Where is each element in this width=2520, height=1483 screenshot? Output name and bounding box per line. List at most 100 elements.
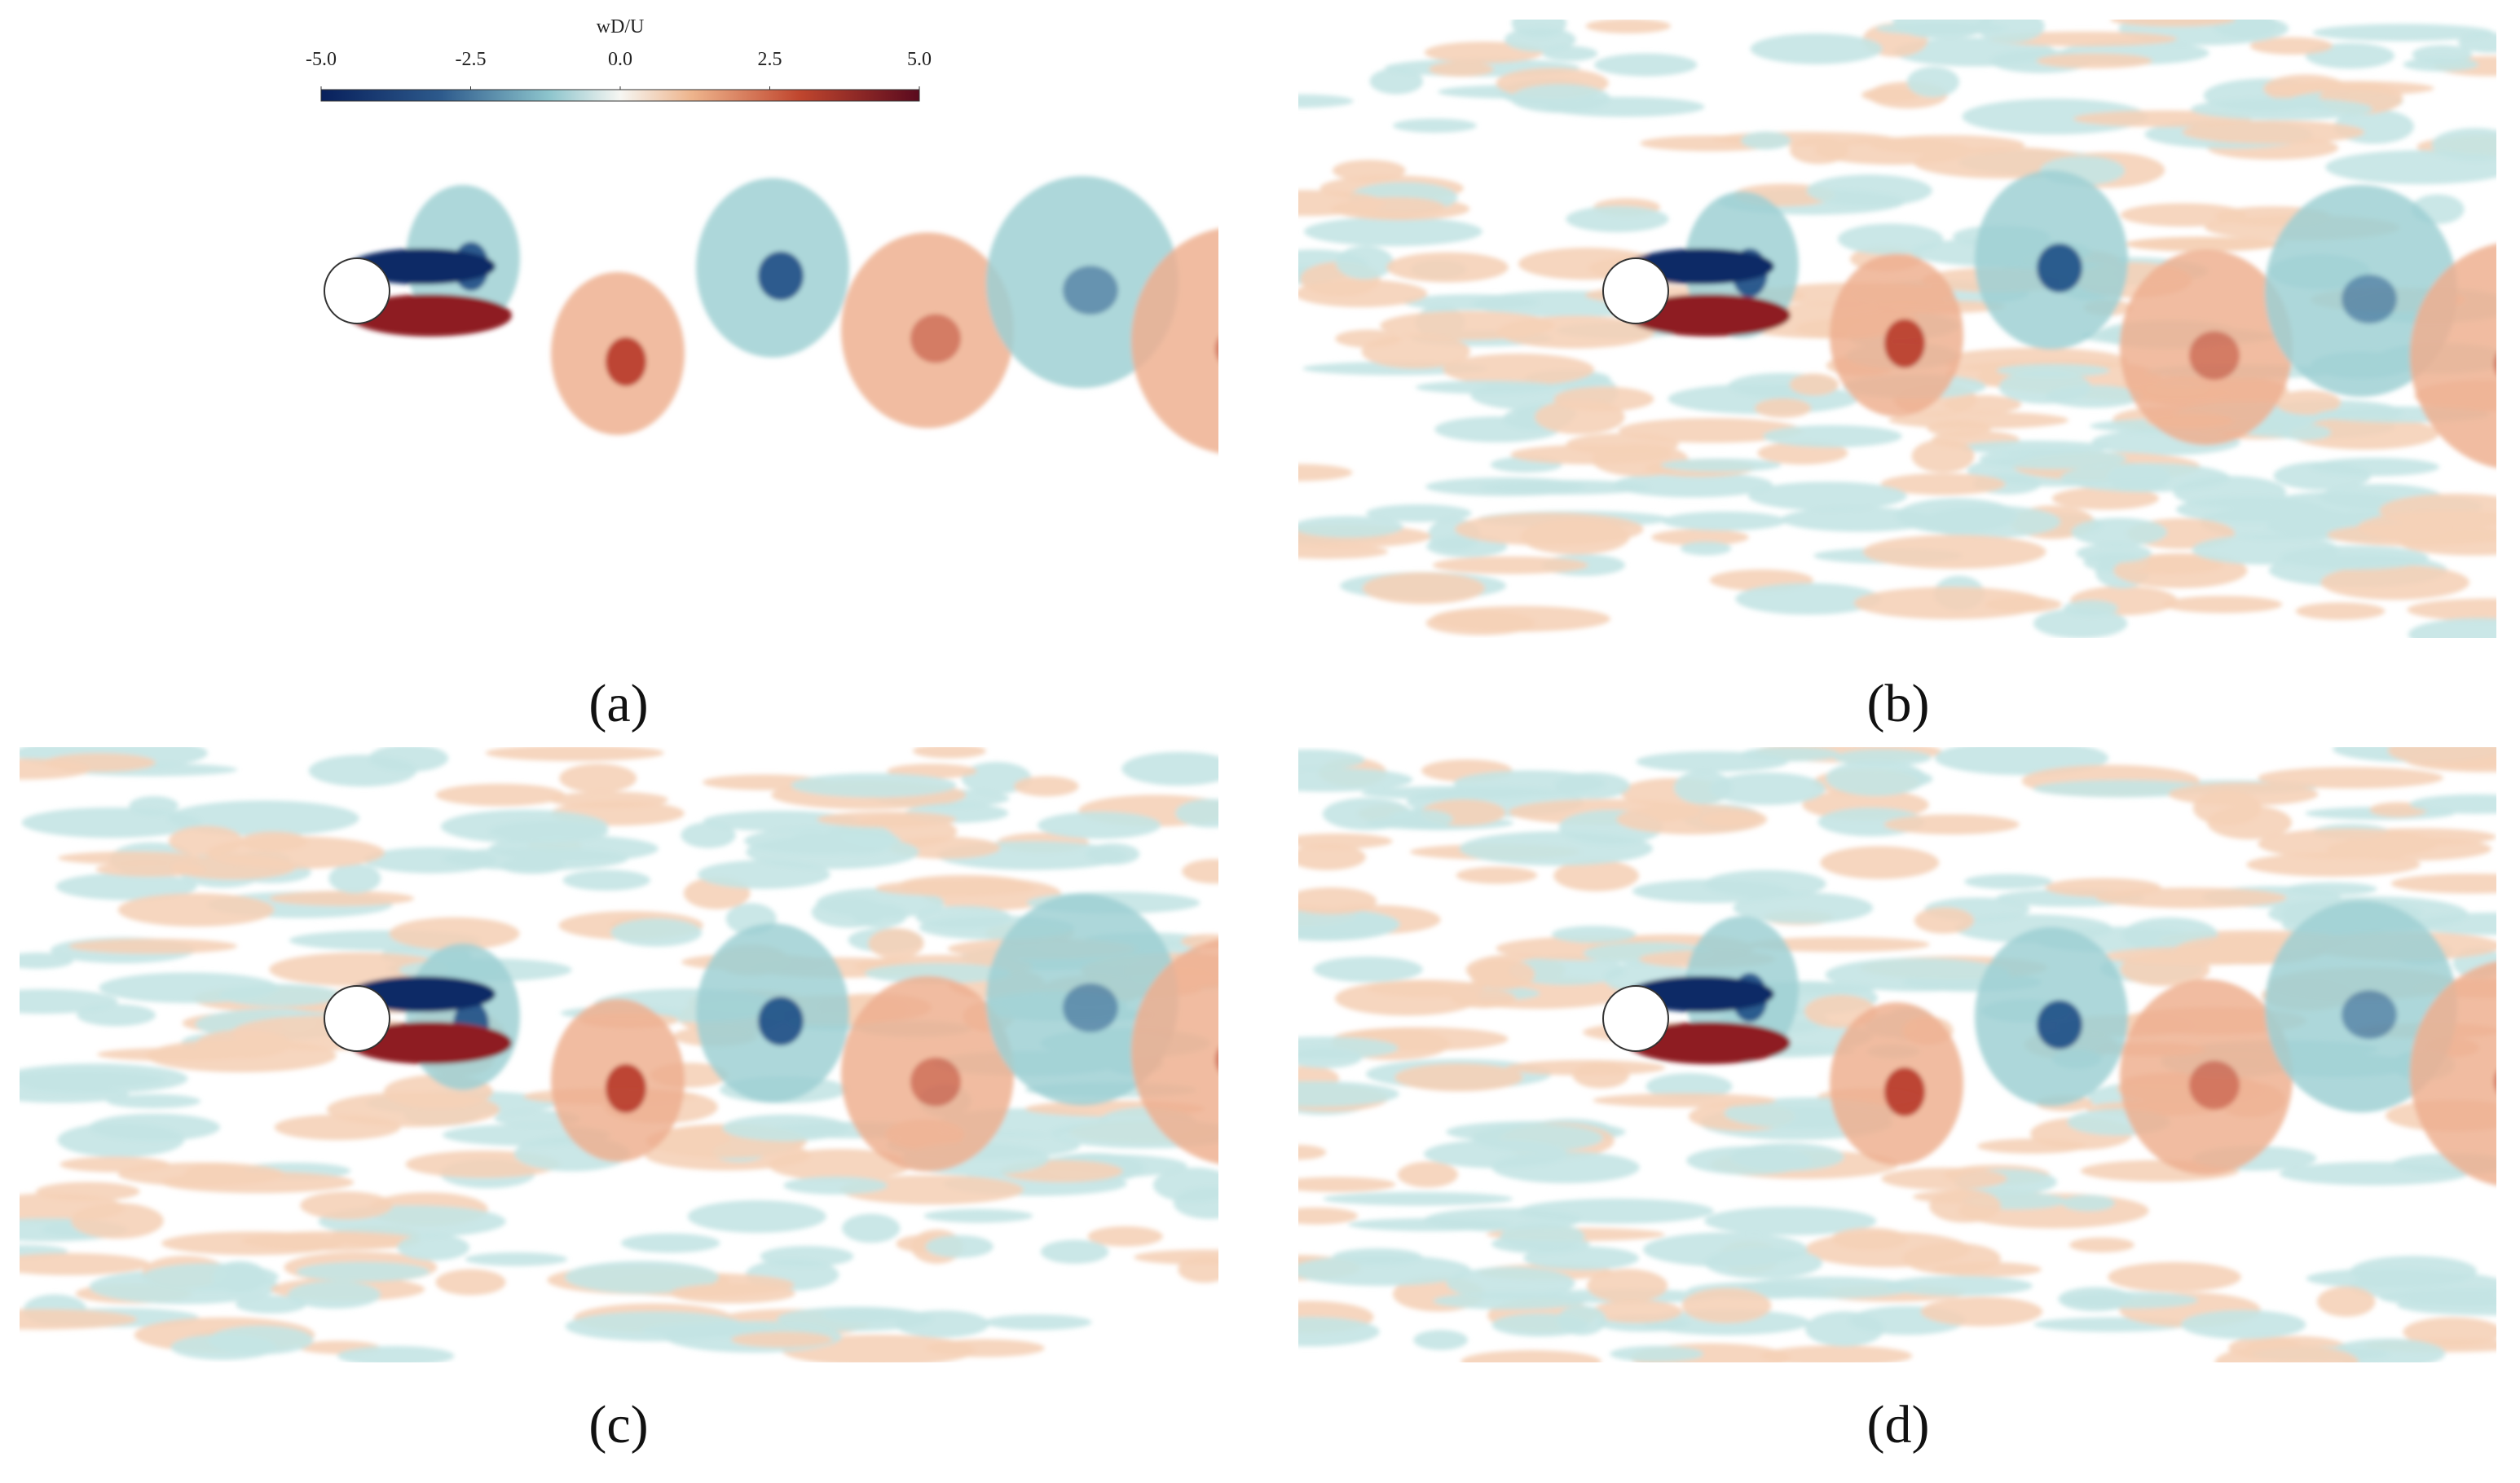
turbulence-streak	[1875, 21, 2007, 36]
turbulence-streak	[129, 796, 179, 816]
turbulence-streak	[1895, 498, 2018, 534]
turbulence-streak	[1976, 20, 2045, 43]
turbulence-streak	[1394, 1063, 1523, 1092]
turbulence-streak	[1566, 205, 1669, 232]
turbulence-streak	[641, 1322, 778, 1338]
turbulence-streak	[1831, 1227, 1909, 1250]
turbulence-streak	[1618, 418, 1804, 443]
turbulence-streak	[915, 905, 1011, 930]
turbulence-streak	[208, 1325, 314, 1355]
turbulence-streak	[669, 1283, 795, 1304]
turbulence-streak	[1298, 94, 1354, 108]
turbulence-streak	[1760, 1345, 1913, 1362]
turbulence-streak	[1825, 957, 2011, 992]
turbulence-streak	[1553, 860, 1639, 891]
turbulence-streak	[1121, 751, 1218, 786]
turbulence-streak	[68, 938, 238, 954]
turbulence-streak	[363, 847, 498, 874]
turbulence-streak	[2060, 463, 2230, 492]
turbulence-streak	[1298, 1036, 1399, 1060]
turbulence-streak	[1976, 1138, 2086, 1154]
flow-field	[20, 747, 1218, 1362]
turbulence-streak	[2104, 946, 2290, 966]
vortex-core	[606, 337, 646, 386]
turbulence-streak	[2327, 523, 2496, 547]
turbulence-streak	[1425, 610, 1535, 636]
turbulence-streak	[912, 747, 986, 759]
turbulence-streak	[2063, 1292, 2198, 1309]
turbulence-streak	[77, 1004, 156, 1027]
turbulence-streak	[36, 1182, 140, 1202]
turbulence-streak	[2180, 1309, 2306, 1340]
turbulence-streak	[2108, 1261, 2241, 1292]
turbulence-streak	[1523, 1246, 1639, 1270]
turbulence-streak	[2458, 33, 2496, 53]
turbulence-streak	[2061, 1195, 2115, 1212]
turbulence-streak	[864, 963, 1011, 984]
flow-field	[1298, 20, 2496, 638]
turbulence-streak	[1298, 464, 1353, 482]
turbulence-streak	[1735, 583, 1882, 615]
turbulence-streak	[2113, 552, 2248, 588]
turbulence-streak	[1704, 869, 1826, 899]
turbulence-streak	[842, 1213, 901, 1243]
turbulence-streak	[1298, 1177, 1396, 1192]
turbulence-streak	[1880, 473, 2006, 495]
turbulence-streak	[1413, 1330, 1469, 1350]
turbulence-streak	[562, 869, 650, 891]
turbulence-streak	[1862, 535, 2046, 570]
turbulence-streak	[55, 873, 197, 900]
turbulence-streak	[2191, 98, 2373, 121]
turbulence-streak	[1313, 956, 1423, 983]
turbulence-streak	[1613, 472, 1773, 498]
vortex-core	[606, 1063, 646, 1113]
turbulence-streak	[1366, 504, 1472, 522]
turbulence-streak	[1820, 846, 1940, 879]
turbulence-streak	[1733, 892, 1874, 924]
turbulence-streak	[722, 1114, 850, 1142]
turbulence-streak	[1173, 1186, 1218, 1219]
flow-field	[349, 176, 1218, 454]
turbulence-streak	[2249, 37, 2333, 55]
turbulence-streak	[2033, 608, 2128, 638]
turbulence-streak	[925, 1339, 1045, 1358]
turbulence-streak	[768, 1149, 911, 1182]
panels: (a) (b) (c) (d)	[20, 20, 2496, 1454]
turbulence-streak	[868, 928, 924, 959]
turbulence-streak	[1920, 1296, 2043, 1327]
turbulence-streak	[2320, 565, 2469, 601]
turbulence-streak	[1397, 1161, 1459, 1188]
turbulence-streak	[2120, 203, 2247, 227]
turbulence-streak	[1298, 516, 1404, 538]
turbulence-streak	[1298, 833, 1393, 849]
colorbar-title: wD/U	[597, 16, 645, 37]
turbulence-streak	[1883, 814, 2020, 835]
turbulence-streak	[1730, 1142, 1844, 1172]
panel-label: (d)	[1867, 1395, 1930, 1454]
turbulence-streak	[1446, 1266, 1575, 1300]
turbulence-streak	[2095, 887, 2287, 909]
turbulence-streak	[1929, 1189, 2002, 1223]
colorbar-tick-label: -5.0	[306, 49, 337, 70]
turbulence-streak	[1443, 353, 1595, 386]
cylinder	[1602, 257, 1669, 324]
colorbar-tick-label: -2.5	[456, 49, 487, 70]
vortex-core	[758, 251, 804, 301]
vortex-core	[1063, 983, 1118, 1032]
turbulence-streak	[1298, 1145, 1327, 1160]
turbulence-streak	[894, 1310, 989, 1338]
turbulence-streak	[20, 1309, 137, 1330]
turbulence-streak	[2279, 424, 2332, 441]
turbulence-streak	[1680, 541, 1732, 556]
turbulence-streak	[1298, 749, 1365, 770]
colorbar-bar	[320, 89, 920, 102]
vortex	[1131, 228, 1218, 454]
turbulence-streak	[1323, 1191, 1513, 1206]
turbulence-streak	[20, 952, 73, 969]
turbulence-streak	[296, 1261, 430, 1282]
turbulence-streak	[1551, 926, 1637, 944]
turbulence-streak	[1587, 1269, 1668, 1303]
turbulence-streak	[620, 1233, 720, 1253]
turbulence-streak	[2033, 780, 2213, 798]
turbulence-streak	[2387, 747, 2496, 768]
